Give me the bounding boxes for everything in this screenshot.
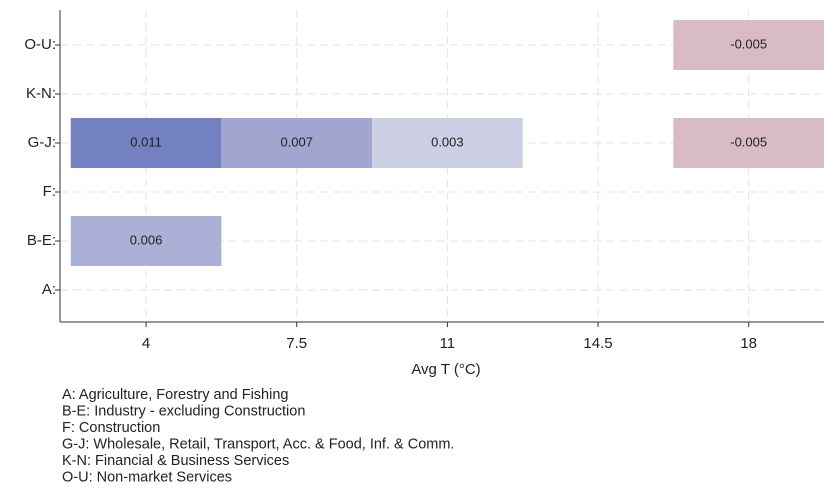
tile bbox=[221, 118, 373, 168]
note: O-U: Non-market Services bbox=[62, 469, 232, 485]
note: B-E: Industry - excluding Construction bbox=[62, 403, 305, 419]
note: K-N: Financial & Business Services bbox=[62, 453, 289, 469]
note: A: Agriculture, Forestry and Fishing bbox=[62, 387, 288, 403]
tile bbox=[372, 118, 523, 168]
y-tick-label: A: bbox=[42, 281, 56, 298]
tile-label: 0.011 bbox=[130, 134, 162, 149]
y-tick-label: F: bbox=[43, 183, 56, 200]
x-axis-label: Avg T (°C) bbox=[411, 361, 480, 378]
tile bbox=[673, 20, 824, 70]
y-tick-label: K-N: bbox=[26, 85, 56, 102]
x-tick-label: 18 bbox=[740, 335, 757, 352]
y-tick-label: B-E: bbox=[27, 232, 56, 249]
tiles: 0.006 0.011 0.007 0.003 -0.005 -0.005 bbox=[70, 20, 824, 266]
x-tick-label: 14.5 bbox=[583, 335, 612, 352]
tile bbox=[70, 118, 222, 168]
x-tick-label: 7.5 bbox=[286, 335, 307, 352]
x-tick-label: 11 bbox=[440, 335, 456, 352]
tile-label: -0.005 bbox=[730, 36, 767, 51]
note: G-J: Wholesale, Retail, Transport, Acc. … bbox=[62, 436, 454, 452]
tile bbox=[70, 216, 222, 266]
y-tick-label: G-J: bbox=[28, 134, 56, 151]
note: F: Construction bbox=[62, 420, 160, 436]
tile-label: -0.005 bbox=[730, 134, 767, 149]
x-tick-label: 4 bbox=[142, 335, 150, 352]
tile-label: 0.003 bbox=[431, 134, 464, 149]
tile-label: 0.007 bbox=[280, 134, 313, 149]
tile-label: 0.006 bbox=[130, 232, 163, 247]
y-tick-label: O-U: bbox=[24, 36, 56, 53]
tile bbox=[673, 118, 824, 168]
